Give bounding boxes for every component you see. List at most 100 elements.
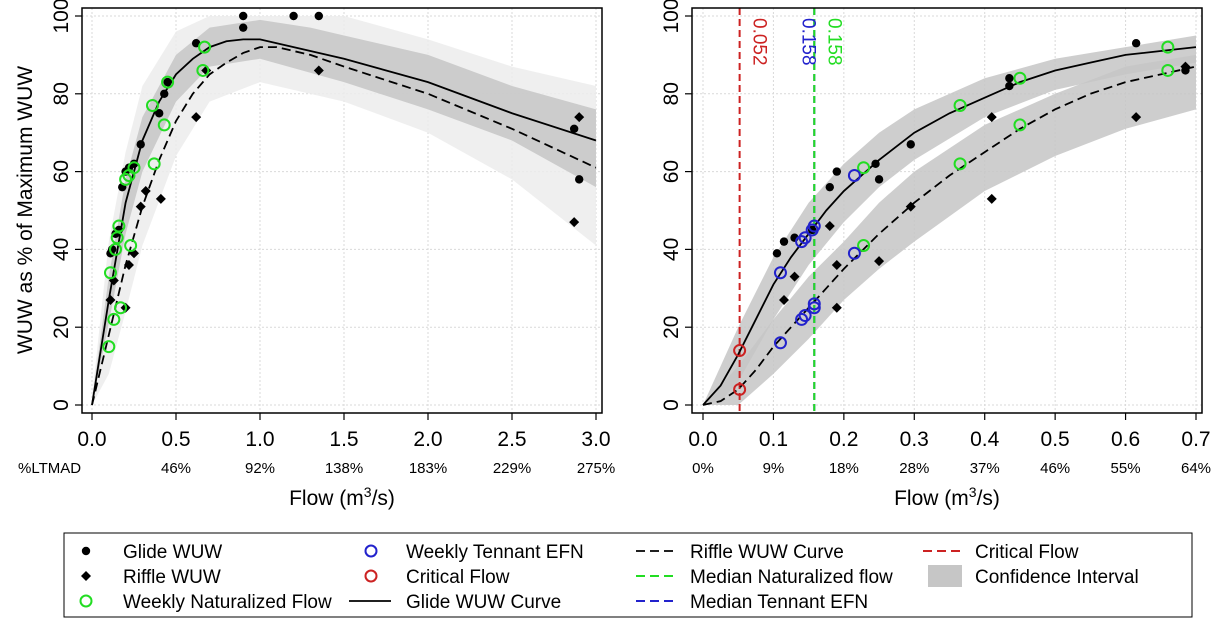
riffle-points <box>123 259 134 270</box>
x-tick-label: 0.0 <box>77 428 106 451</box>
percent-tick-label: 9% <box>763 460 785 477</box>
legend-symbol <box>364 569 378 583</box>
legend-label: Riffle WUW Curve <box>690 542 844 563</box>
glide-curve <box>702 46 1197 406</box>
tennant-points <box>795 312 809 326</box>
nat-points <box>157 118 171 132</box>
nat-points <box>112 219 126 233</box>
y-tick-label: 0 <box>50 399 73 411</box>
legend-symbol <box>928 565 962 587</box>
y-tick-label: 40 <box>660 238 683 261</box>
nat-points <box>196 63 210 77</box>
plot-frame <box>81 7 603 414</box>
percent-tick-label: 46% <box>161 460 191 477</box>
nat-points <box>953 157 967 171</box>
nat-points <box>127 161 141 175</box>
glide-points <box>1131 39 1141 48</box>
percent-tick-label: 229% <box>493 460 531 477</box>
tennant-points <box>798 231 812 245</box>
y-tick-label: 100 <box>660 0 683 34</box>
x-tick-label: 0.7 <box>1181 428 1210 451</box>
critical-points <box>733 382 747 396</box>
nat-points <box>147 157 161 171</box>
x-tick-label: 1.0 <box>245 428 274 451</box>
tennant-points <box>807 297 821 311</box>
riffle-points <box>874 256 885 267</box>
glide-points <box>575 175 584 184</box>
nat-points <box>1013 71 1027 85</box>
riffle-curve <box>91 46 597 406</box>
legend-symbol <box>81 546 91 556</box>
legend-label: Glide WUW Curve <box>406 592 561 613</box>
x-tick-label: 2.0 <box>413 428 442 451</box>
riffle-points <box>135 201 146 212</box>
percent-tick-label: 18% <box>829 460 859 477</box>
tennant-points <box>807 301 821 315</box>
glide-points <box>832 167 842 176</box>
nat-points <box>857 239 871 253</box>
x-tick-label: 2.5 <box>497 428 526 451</box>
nat-points <box>124 239 138 253</box>
riffle-points <box>789 271 800 282</box>
riffle-points <box>140 186 151 197</box>
x-tick-label: 0.5 <box>1041 428 1070 451</box>
y-tick-label: 0 <box>660 399 683 411</box>
y-tick-label: 80 <box>660 82 683 105</box>
glide-points <box>314 11 323 21</box>
percent-tick-label: 275% <box>577 460 615 477</box>
glide-points <box>906 140 915 149</box>
nat-points <box>114 301 128 315</box>
tennant-points <box>773 266 787 280</box>
confidence-band <box>703 54 1196 406</box>
glide-points <box>155 109 164 118</box>
confidence-band <box>703 35 1196 405</box>
nat-points <box>145 98 159 112</box>
riffle-points <box>905 201 916 212</box>
legend-symbol <box>81 571 91 581</box>
percent-tick-label: 55% <box>1111 460 1141 477</box>
y-tick-label: 80 <box>50 82 73 105</box>
confidence-band <box>92 19 596 405</box>
riffle-points <box>824 221 835 232</box>
glide-points <box>163 77 172 87</box>
legend-symbol <box>79 594 93 608</box>
x-tick-label: 0.0 <box>688 428 717 451</box>
percent-tick-label: 183% <box>409 460 447 477</box>
right-panel: 0.052 0.158 0.158 0.0 0.1 0.2 0.3 0.4 0.5 0.6 0.7 0… <box>660 0 1211 510</box>
percent-tick-label: 37% <box>970 460 1000 477</box>
glide-points <box>239 11 248 21</box>
x-tick-label: 0.3 <box>900 428 929 451</box>
x-tick-label: 1.5 <box>329 428 358 451</box>
y-tick-label: 60 <box>660 160 683 183</box>
tennant-points <box>847 168 861 182</box>
y-axis-title: WUW as % of Maximum WUW <box>14 66 37 354</box>
nat-points <box>198 40 212 54</box>
tennant-points <box>807 219 821 233</box>
percent-tick-label: 46% <box>1040 460 1070 477</box>
nat-points <box>1161 63 1175 77</box>
x-axis-title: Flow (m3/s) <box>894 484 1000 510</box>
x-axis-title: Flow (m3/s) <box>289 484 395 510</box>
legend-symbol <box>364 544 378 558</box>
nat-points <box>161 75 175 89</box>
percent-tick-label: 0% <box>692 460 714 477</box>
glide-points <box>239 23 248 32</box>
tennant-points <box>798 309 812 323</box>
nat-points <box>857 161 871 175</box>
percent-axis-title: %LTMAD <box>18 460 81 477</box>
y-tick-label: 20 <box>50 316 73 339</box>
riffle-points <box>1180 61 1191 72</box>
glide-points <box>569 124 579 134</box>
riffle-points <box>574 112 585 123</box>
plot-frame <box>691 7 1203 414</box>
nat-points <box>1013 118 1027 132</box>
legend: Glide WUW Riffle WUW Weekly Naturalized Fl… <box>63 532 1193 618</box>
left-panel: 0.0 0.5 1.0 1.5 2.0 2.5 3.0 46% 92% 138% 183% 229% 2… <box>18 0 615 510</box>
y-tick-label: 100 <box>50 0 73 34</box>
nat-points <box>119 172 133 186</box>
glide-points <box>289 11 298 21</box>
legend-label: Confidence Interval <box>975 567 1139 588</box>
nat-points <box>953 98 967 112</box>
glide-points <box>1005 74 1014 83</box>
